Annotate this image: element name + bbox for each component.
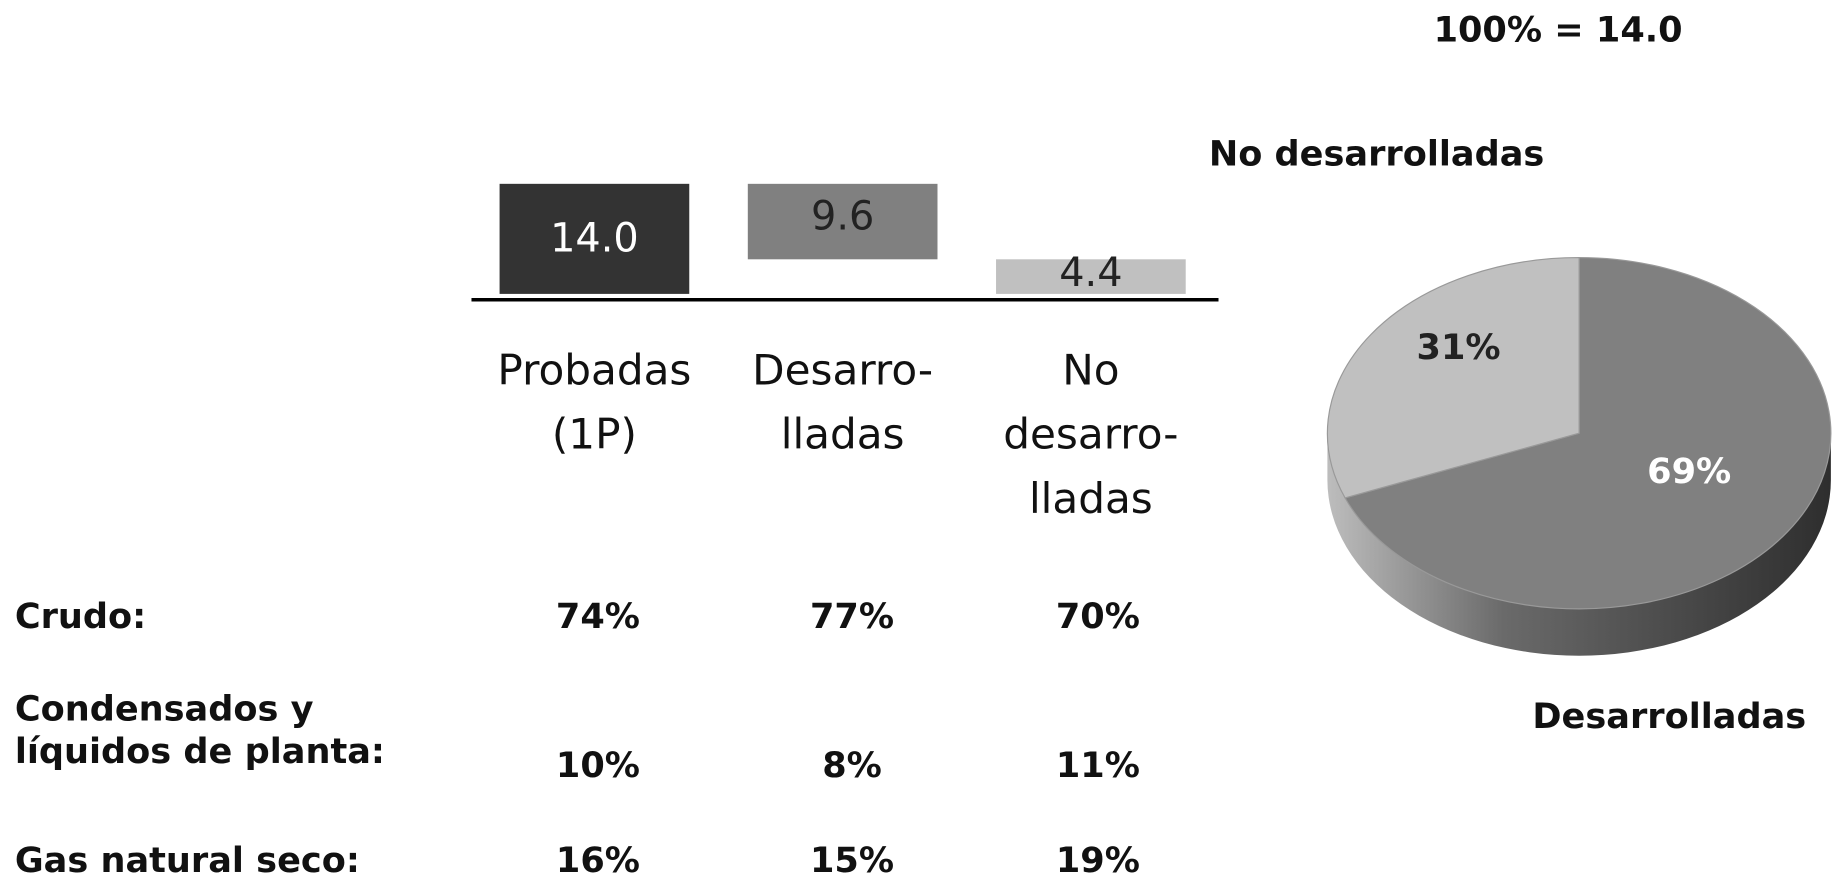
table-cell: 10% (556, 745, 640, 786)
table-cell: 77% (810, 596, 894, 637)
bar (996, 259, 1186, 294)
table-cell: 70% (1056, 596, 1140, 637)
bar-value-label: 14.0 (550, 216, 639, 262)
table-cell: 11% (1056, 745, 1140, 786)
table-cell: 8% (822, 745, 882, 786)
total-annotation: 100% = 14.0 (1434, 10, 1683, 51)
pie-side (1327, 433, 1831, 656)
slice-name: No desarrolladas (1209, 134, 1545, 175)
table-cell: 16% (556, 840, 640, 877)
pie-slice (1326, 257, 1580, 499)
category-label: Desarro-lladas (752, 345, 933, 458)
bar-value-label: 4.4 (1059, 250, 1122, 296)
bar (499, 183, 690, 294)
bar (747, 183, 938, 260)
table-cell: 15% (810, 840, 894, 877)
table-cell: 74% (556, 596, 640, 637)
slice-label: 31% (1417, 327, 1501, 368)
pie-slice (1344, 257, 1832, 610)
row-label: Condensados y líquidos de planta: (15, 689, 385, 772)
slice-name: Desarrolladas (1532, 696, 1806, 737)
slice-label: 69% (1647, 451, 1731, 492)
table-cell: 19% (1056, 840, 1140, 877)
row-label: Crudo: (15, 596, 146, 637)
category-label: Probadas (1P) (497, 345, 691, 458)
row-label: Gas natural seco: (15, 840, 360, 877)
bar-value-label: 9.6 (811, 193, 874, 239)
category-label: No desarro-lladas (1003, 345, 1178, 523)
